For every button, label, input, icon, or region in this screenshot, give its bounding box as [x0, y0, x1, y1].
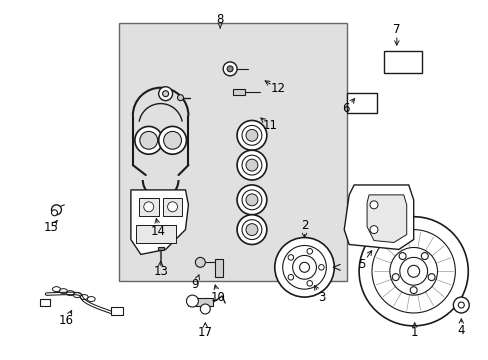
- Circle shape: [237, 121, 266, 150]
- Text: 7: 7: [392, 23, 400, 36]
- Bar: [233, 89, 244, 95]
- Bar: [136, 225, 175, 243]
- Circle shape: [51, 205, 61, 215]
- Polygon shape: [344, 185, 413, 249]
- Circle shape: [369, 201, 377, 209]
- Text: 9: 9: [191, 278, 199, 291]
- Text: 11: 11: [262, 119, 277, 132]
- Circle shape: [306, 280, 312, 286]
- Circle shape: [389, 247, 437, 295]
- Circle shape: [163, 91, 168, 96]
- Circle shape: [306, 248, 312, 254]
- Circle shape: [143, 202, 153, 212]
- Text: 3: 3: [317, 291, 325, 303]
- Circle shape: [409, 287, 416, 294]
- Text: 10: 10: [210, 291, 225, 303]
- Circle shape: [282, 246, 325, 289]
- Text: 17: 17: [198, 326, 212, 339]
- Text: 6: 6: [342, 102, 349, 115]
- Polygon shape: [131, 190, 188, 255]
- Circle shape: [195, 257, 205, 267]
- Text: 4: 4: [457, 324, 464, 337]
- Circle shape: [242, 155, 262, 175]
- Circle shape: [398, 253, 405, 260]
- Circle shape: [158, 126, 186, 154]
- Text: 14: 14: [151, 225, 166, 238]
- Circle shape: [318, 265, 324, 270]
- Bar: [383, 51, 421, 73]
- Circle shape: [287, 255, 293, 260]
- Circle shape: [274, 238, 334, 297]
- Circle shape: [371, 230, 454, 313]
- Circle shape: [223, 62, 237, 76]
- Bar: [119, 23, 346, 281]
- Circle shape: [237, 150, 266, 180]
- Circle shape: [237, 185, 266, 215]
- Circle shape: [158, 87, 172, 100]
- Circle shape: [299, 262, 309, 272]
- Circle shape: [245, 224, 257, 235]
- Circle shape: [167, 202, 177, 212]
- Circle shape: [242, 220, 262, 239]
- Text: 12: 12: [270, 82, 285, 95]
- Text: 1: 1: [410, 326, 418, 339]
- Circle shape: [427, 274, 434, 280]
- Circle shape: [358, 217, 468, 326]
- Circle shape: [177, 95, 183, 100]
- Circle shape: [457, 302, 463, 308]
- Bar: [346, 93, 376, 113]
- Circle shape: [391, 274, 398, 280]
- Bar: [157, 247, 163, 251]
- Circle shape: [163, 131, 181, 149]
- Circle shape: [226, 66, 233, 72]
- Bar: [163, 198, 182, 216]
- Circle shape: [186, 295, 198, 307]
- Circle shape: [287, 274, 293, 280]
- Text: 5: 5: [358, 258, 365, 271]
- Bar: [139, 198, 158, 216]
- Text: 16: 16: [59, 314, 74, 327]
- Circle shape: [242, 190, 262, 210]
- Circle shape: [245, 194, 257, 206]
- Text: 2: 2: [300, 219, 307, 232]
- Bar: [215, 260, 223, 277]
- Circle shape: [237, 215, 266, 244]
- Polygon shape: [366, 195, 406, 243]
- Text: 15: 15: [44, 221, 59, 234]
- Bar: [40, 299, 49, 306]
- Circle shape: [51, 210, 57, 216]
- Bar: [111, 307, 122, 315]
- Circle shape: [245, 129, 257, 141]
- Circle shape: [135, 126, 163, 154]
- Bar: [195, 298, 213, 306]
- Circle shape: [292, 255, 316, 279]
- Circle shape: [200, 304, 210, 314]
- Text: 8: 8: [216, 13, 224, 26]
- Circle shape: [407, 265, 419, 277]
- Circle shape: [421, 253, 427, 260]
- Circle shape: [140, 131, 157, 149]
- Circle shape: [242, 125, 262, 145]
- Circle shape: [452, 297, 468, 313]
- Circle shape: [245, 159, 257, 171]
- Text: 13: 13: [153, 265, 168, 278]
- Circle shape: [369, 226, 377, 234]
- Circle shape: [399, 257, 427, 285]
